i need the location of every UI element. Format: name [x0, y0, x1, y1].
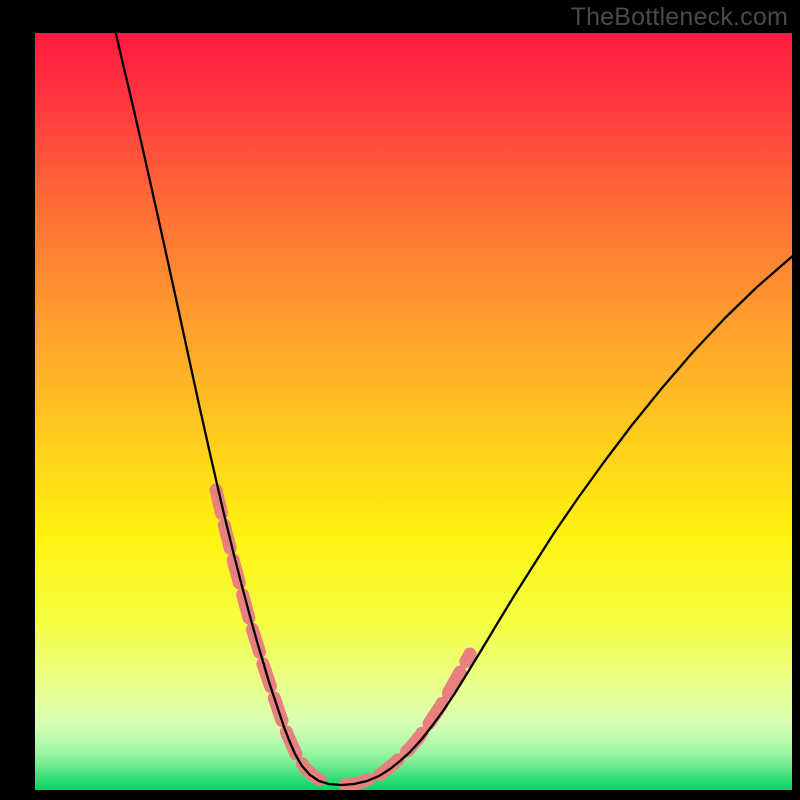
chart-background [35, 33, 792, 790]
watermark-text: TheBottleneck.com [571, 3, 788, 32]
chart-canvas [0, 0, 800, 800]
